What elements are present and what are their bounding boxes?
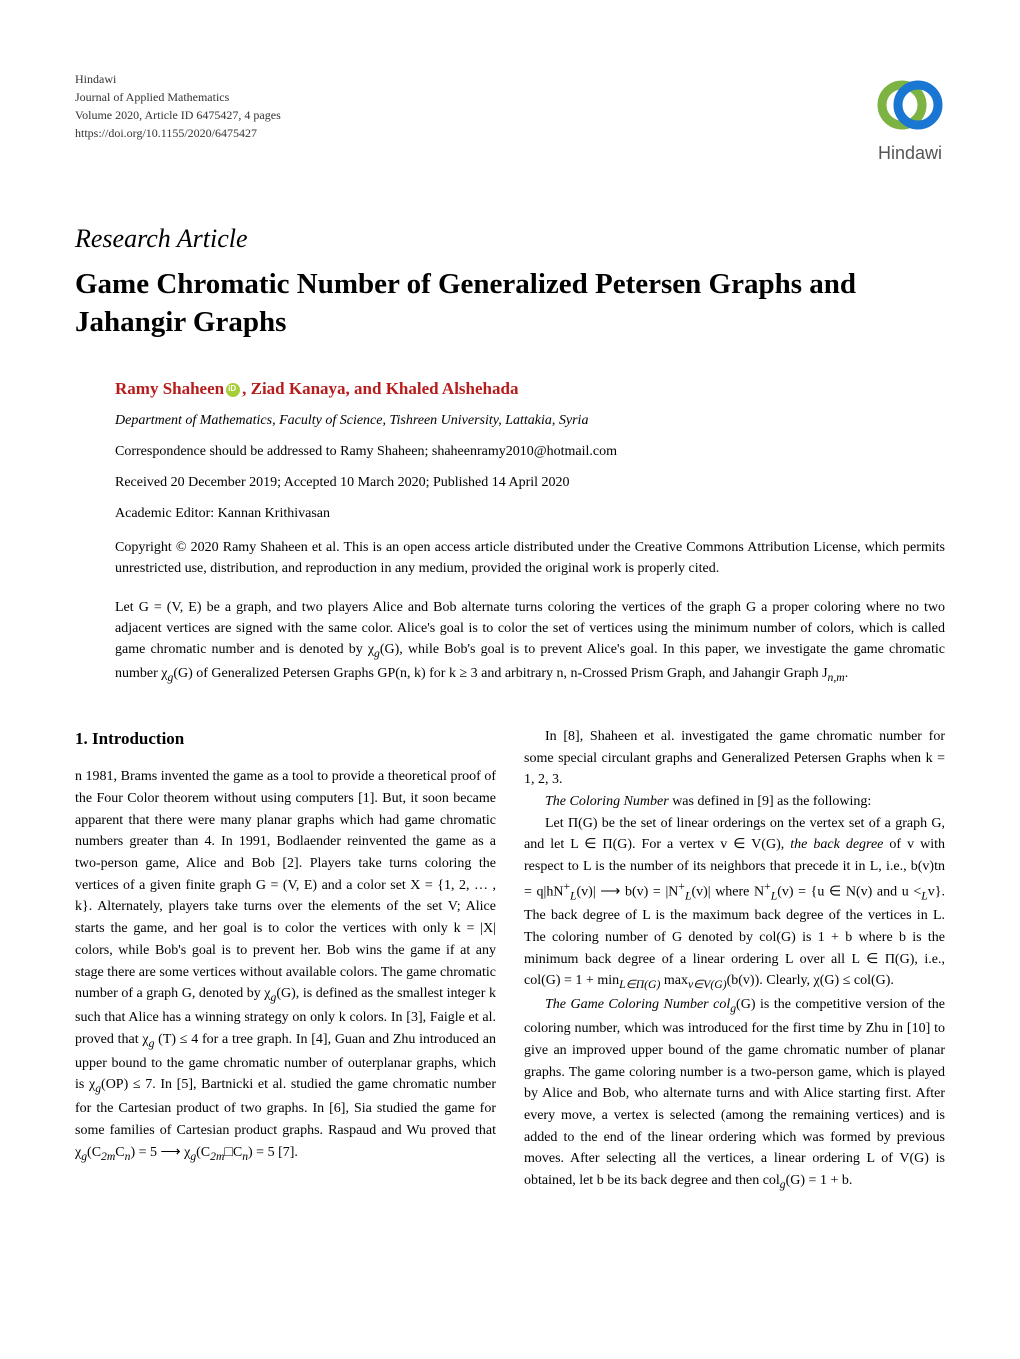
r2a: The Coloring Number: [545, 794, 669, 809]
orcid-icon: [226, 383, 240, 397]
right-column: In [8], Shaheen et al. investigated the …: [524, 726, 945, 1194]
r3d: (v)| ⟶ b(v) = |N: [577, 884, 679, 899]
publisher: Hindawi: [75, 70, 281, 88]
journal-name: Journal of Applied Mathematics: [75, 88, 281, 106]
l1e: (C: [87, 1145, 101, 1160]
l1f: C: [115, 1145, 124, 1160]
r4b: (G) is the competitive version of the co…: [524, 997, 945, 1188]
left-column: 1. Introduction n 1981, Brams invented t…: [75, 726, 496, 1194]
dates: Received 20 December 2019; Accepted 10 M…: [115, 475, 945, 491]
l1h: (C: [196, 1145, 210, 1160]
r3b: the back degree: [790, 837, 883, 852]
hindawi-logo-icon: [875, 70, 945, 140]
r3h: max: [660, 973, 688, 988]
l1j: ) = 5 [7].: [248, 1145, 298, 1160]
l1g: ) = 5 ⟶ χ: [130, 1145, 190, 1160]
r-p1: In [8], Shaheen et al. investigated the …: [524, 726, 945, 791]
author-rest: , Ziad Kanaya, and Khaled Alshehada: [242, 379, 518, 398]
copyright: Copyright © 2020 Ramy Shaheen et al. Thi…: [115, 537, 945, 579]
abstract-p3: (G) of Generalized Petersen Graphs GP(n,…: [173, 666, 827, 681]
abstract: Let G = (V, E) be a graph, and two playe…: [115, 597, 945, 686]
section-heading: 1. Introduction: [75, 726, 496, 752]
r2b: was defined in [9] as the following:: [669, 794, 872, 809]
intro-para: n 1981, Brams invented the game as a too…: [75, 766, 496, 1165]
r3i: (b(v)). Clearly, χ(G) ≤ col(G).: [727, 973, 894, 988]
correspondence: Correspondence should be addressed to Ra…: [115, 444, 945, 460]
r-p4: The Game Coloring Number colg(G) is the …: [524, 994, 945, 1194]
body-columns: 1. Introduction n 1981, Brams invented t…: [75, 726, 945, 1194]
header-top: Hindawi Journal of Applied Mathematics V…: [75, 70, 945, 164]
article-title: Game Chromatic Number of Generalized Pet…: [75, 266, 945, 341]
journal-info: Hindawi Journal of Applied Mathematics V…: [75, 70, 281, 142]
abstract-p4: .: [845, 666, 849, 681]
logo-text: Hindawi: [878, 143, 942, 164]
affiliation: Department of Mathematics, Faculty of Sc…: [115, 413, 945, 429]
volume-line: Volume 2020, Article ID 6475427, 4 pages: [75, 106, 281, 124]
r-p2: The Coloring Number was defined in [9] a…: [524, 791, 945, 813]
editor: Academic Editor: Kannan Krithivasan: [115, 506, 945, 522]
doi: https://doi.org/10.1155/2020/6475427: [75, 124, 281, 142]
r3f: (v) = {u ∈ N(v) and u <: [777, 884, 921, 899]
logo: Hindawi: [875, 70, 945, 164]
authors: Ramy Shaheen , Ziad Kanaya, and Khaled Al…: [115, 379, 945, 399]
r-p3: Let Π(G) be the set of linear orderings …: [524, 813, 945, 995]
author-first: Ramy Shaheen: [115, 379, 224, 398]
article-type: Research Article: [75, 224, 945, 254]
l1i: □C: [224, 1145, 242, 1160]
r3e: (v)| where N: [691, 884, 764, 899]
r4a: The Game Coloring Number col: [545, 997, 730, 1012]
r4c: (G) = 1 + b.: [786, 1173, 853, 1188]
l1: n 1981, Brams invented the game as a too…: [75, 769, 496, 1001]
